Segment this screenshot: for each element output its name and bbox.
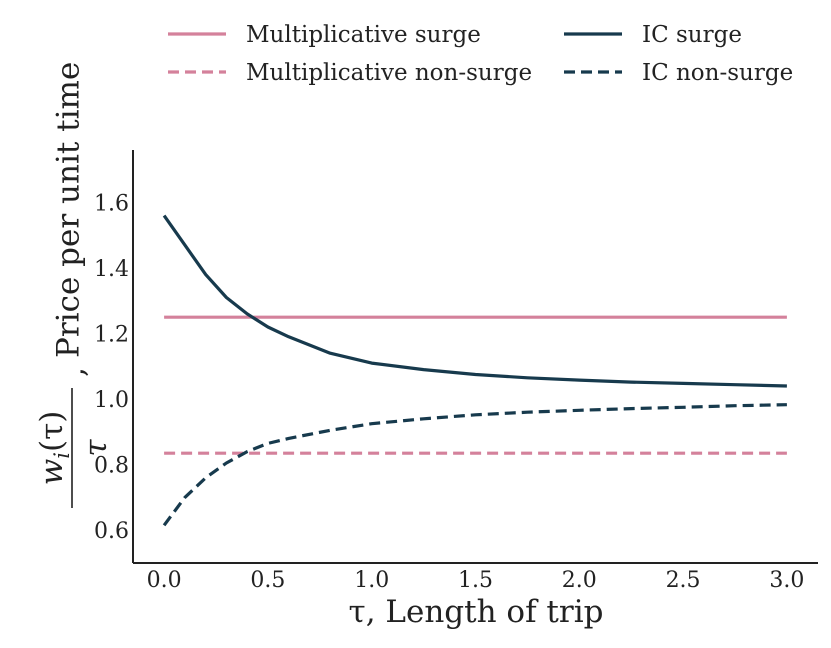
series-layer	[162, 214, 787, 527]
axes	[132, 150, 818, 564]
y-axis-label: wi(τ) τ , Price per unit time	[34, 62, 114, 508]
y-label-numerator: wi(τ)	[34, 411, 74, 486]
x-tick-label: 0.5	[250, 568, 285, 593]
y-tick-label: 1.4	[94, 257, 129, 282]
series-line	[162, 214, 787, 388]
legend-label: IC non-surge	[642, 60, 793, 86]
legend-label: Multiplicative non-surge	[246, 60, 532, 86]
y-label-denominator: τ	[78, 439, 114, 457]
y-tick-label: 0.8	[94, 454, 129, 479]
legend-label: IC surge	[642, 22, 742, 48]
y-ticks: 0.6 0.8 1.0 1.2 1.4 1.6	[94, 191, 129, 544]
y-tick-label: 1.6	[94, 191, 129, 216]
y-tick-label: 0.6	[94, 519, 129, 544]
x-ticks: 0.0 0.5 1.0 1.5 2.0 2.5 3.0	[147, 568, 805, 593]
y-label-text: Price per unit time	[51, 62, 87, 358]
x-axis-label: τ, Length of trip	[349, 594, 604, 630]
y-label-separator: ,	[56, 367, 92, 377]
x-tick-label: 1.0	[354, 568, 389, 593]
legend: Multiplicative surge Multiplicative non-s…	[168, 22, 793, 86]
x-tick-label: 2.0	[562, 568, 597, 593]
x-tick-label: 2.5	[666, 568, 701, 593]
x-tick-label: 3.0	[769, 568, 804, 593]
x-tick-label: 1.5	[458, 568, 493, 593]
y-tick-label: 1.2	[94, 323, 129, 348]
y-tick-label: 1.0	[94, 388, 129, 413]
legend-label: Multiplicative surge	[246, 22, 481, 48]
x-tick-label: 0.0	[147, 568, 182, 593]
series-line	[162, 403, 787, 527]
